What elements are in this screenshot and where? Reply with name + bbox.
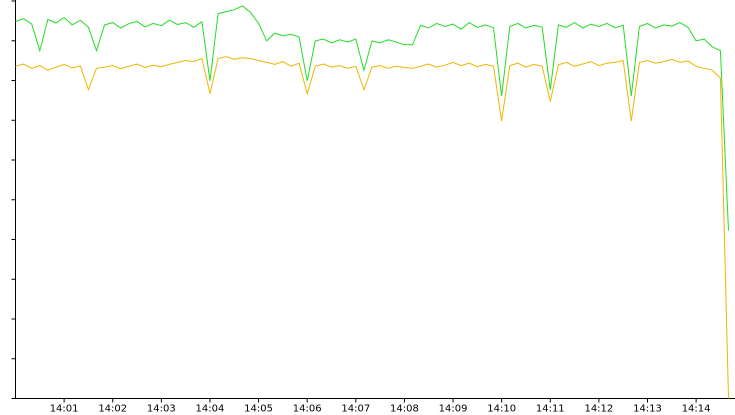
y-tick-label: 5086: [0, 197, 3, 222]
x-tick-label: 14:01: [50, 404, 79, 415]
x-tick-label: 14:04: [196, 404, 225, 415]
y-tick-label: 10172: [0, 0, 3, 27]
y-tick-label: 4068: [0, 237, 3, 262]
x-tick-label: 14:13: [633, 404, 662, 415]
y-tick-label: 3051: [0, 277, 3, 302]
y-tick-label: 7120: [0, 118, 3, 143]
x-tick-label: 14:10: [487, 404, 516, 415]
x-tick-label: 14:02: [98, 404, 127, 415]
x-tick-label: 14:11: [536, 404, 565, 415]
y-tick-label: 1017: [0, 356, 3, 381]
x-tick-label: 14:05: [244, 404, 273, 415]
x-tick-label: 14:12: [584, 404, 613, 415]
y-tick-label: 8137: [0, 78, 3, 103]
x-tick-label: 14:06: [293, 404, 322, 415]
x-tick-label: 14:09: [439, 404, 468, 415]
x-tick-label: 14:14: [682, 404, 711, 415]
y-tick-label: 9154: [0, 38, 3, 63]
y-tick-label: 2034: [0, 316, 3, 341]
x-tick-label: 14:08: [390, 404, 419, 415]
x-tick-label: 14:03: [147, 404, 176, 415]
x-tick-label: 14:07: [341, 404, 370, 415]
y-tick-label: 0: [0, 405, 3, 411]
y-tick-label: 6103: [0, 157, 3, 182]
series-line: [15, 5, 729, 231]
series-line: [15, 56, 729, 399]
